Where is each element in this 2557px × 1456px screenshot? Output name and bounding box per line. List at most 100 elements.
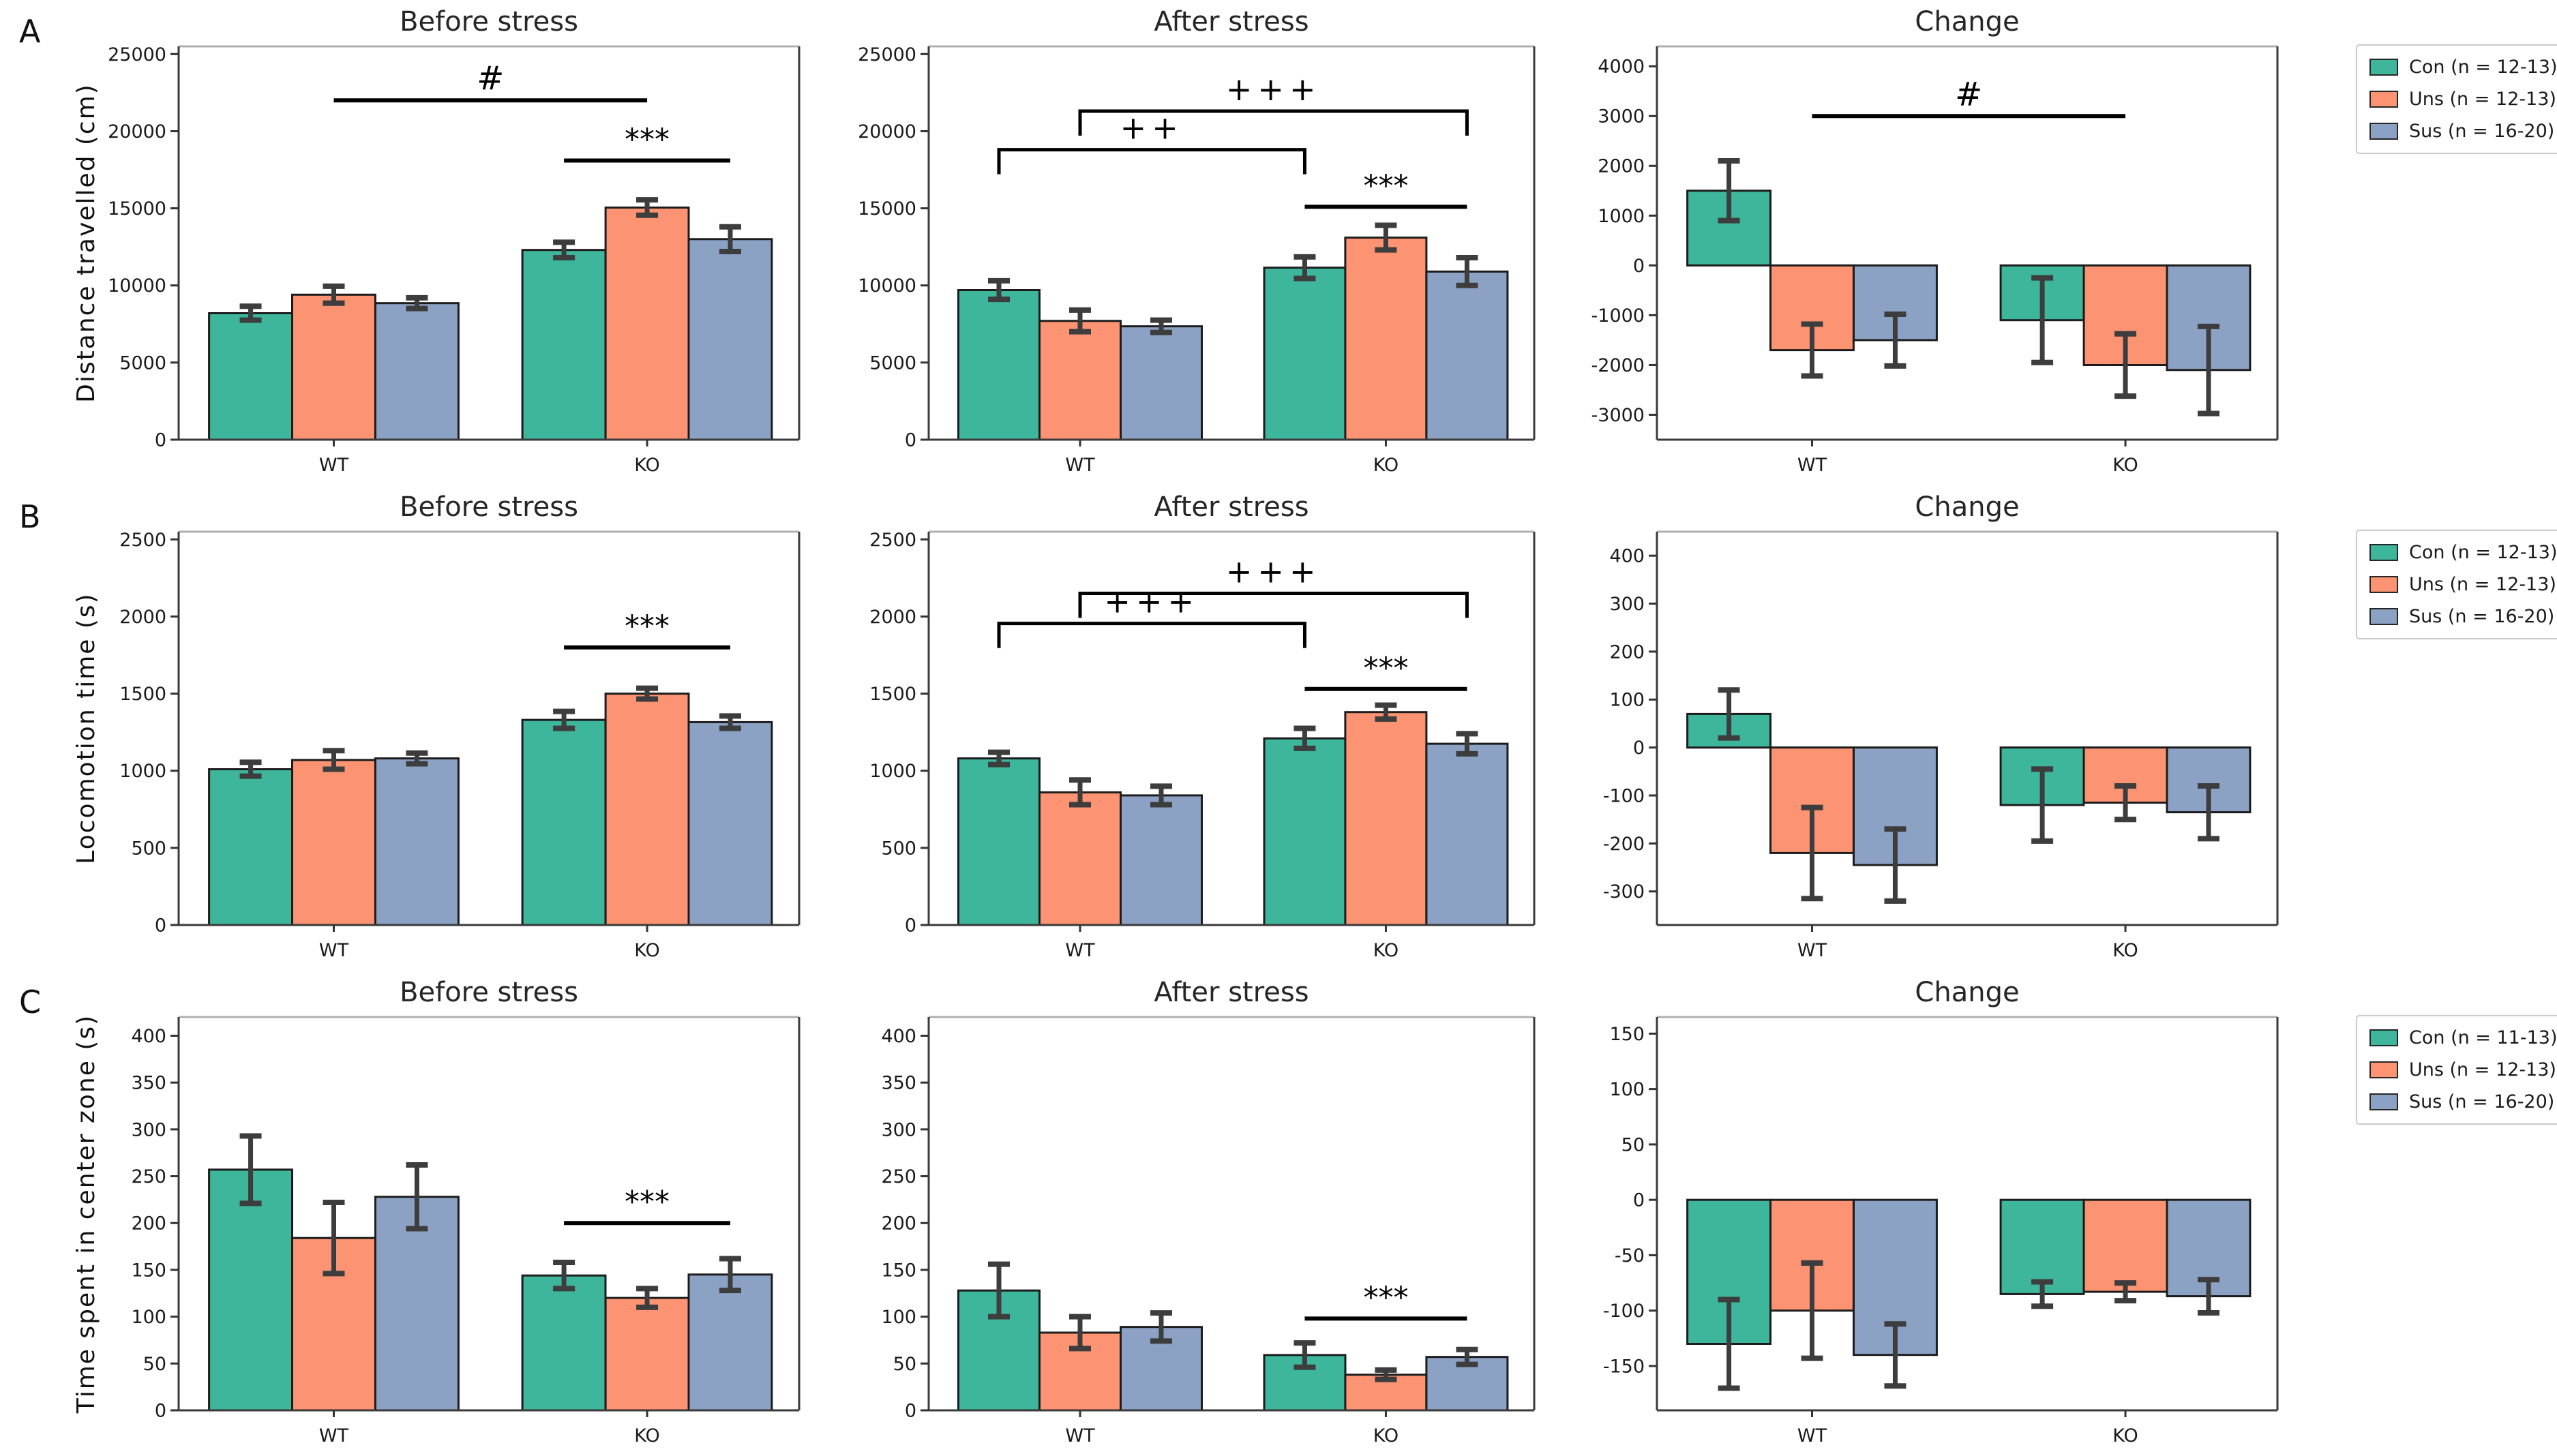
- y-tick-label: 200: [131, 1213, 166, 1234]
- x-tick-label-ko: KO: [634, 1425, 659, 1446]
- y-tick-label: 2000: [119, 607, 166, 628]
- y-tick-label: 300: [1609, 594, 1645, 615]
- y-tick-label: -3000: [1591, 405, 1645, 426]
- error-bar: [1718, 687, 1740, 741]
- significance-annotation: ***: [564, 609, 730, 650]
- significance-label: ***: [1363, 651, 1408, 686]
- legend-item-uns: Uns (n = 12-13): [2369, 89, 2557, 110]
- y-tick-label: 1500: [119, 684, 166, 705]
- error-bar: [719, 1256, 741, 1294]
- legend-swatch-uns: [2369, 91, 2398, 108]
- error-bar: [636, 1286, 659, 1310]
- y-tick-label: 100: [131, 1307, 166, 1328]
- y-axis-label: Time spent in center zone (s): [72, 1014, 100, 1414]
- y-tick-label: 1000: [1598, 206, 1645, 227]
- bar-uns-ko: [604, 207, 690, 441]
- legend-item-con: Con (n = 12-13): [2369, 57, 2557, 78]
- y-tick-label: 1000: [869, 761, 916, 782]
- bar-sus-ko: [2166, 1198, 2252, 1298]
- y-tick-label: 2000: [869, 607, 916, 628]
- legend-label: Uns (n = 12-13): [2409, 1059, 2556, 1080]
- x-tick-label-wt: WT: [1797, 1425, 1827, 1446]
- legend-item-uns: Uns (n = 12-13): [2369, 574, 2557, 595]
- y-tick-label: 200: [1609, 641, 1645, 663]
- y-tick-label: -100: [1603, 1301, 1645, 1322]
- error-bar: [1375, 222, 1397, 253]
- bar-sus-ko: [687, 721, 773, 926]
- bar-con-wt: [957, 289, 1041, 441]
- error-bar: [1150, 1310, 1172, 1344]
- bar-con-ko: [521, 1274, 607, 1412]
- y-tick-label: 250: [131, 1166, 166, 1187]
- error-bar: [2114, 1280, 2137, 1304]
- y-tick-label: -50: [1615, 1245, 1645, 1267]
- y-tick-label: 3000: [1598, 106, 1645, 127]
- error-bar: [1884, 1321, 1906, 1389]
- significance-annotation: ***: [1304, 168, 1467, 209]
- y-tick-label: 300: [881, 1119, 916, 1140]
- bar-sus-wt: [374, 757, 460, 926]
- significance-label: ***: [625, 1185, 670, 1219]
- error-bar: [1375, 1367, 1397, 1382]
- legend-swatch-con: [2369, 59, 2398, 76]
- bar-uns-ko: [604, 1296, 690, 1412]
- y-tick-label: 400: [131, 1026, 166, 1047]
- y-tick-label: 1500: [869, 684, 916, 705]
- error-bar: [2114, 783, 2137, 823]
- y-tick-label: 20000: [108, 121, 166, 142]
- y-tick-label: 5000: [119, 352, 166, 374]
- legend-item-sus: Sus (n = 16-20): [2369, 1091, 2557, 1112]
- y-tick-label: 2500: [869, 530, 916, 551]
- bar-uns-ko: [604, 693, 690, 926]
- x-tick-label-wt: WT: [1065, 455, 1095, 476]
- y-tick-label: 0: [155, 915, 166, 936]
- chart-panel-B-1: +++ +++ *** 0 500 1000 1500 2000 2500 WT KO After s…: [869, 491, 1536, 961]
- chart-panel-C-1: *** 0 50 100 150 200 250 300 350 400 WT KO After str…: [881, 977, 1536, 1446]
- y-tick-label: 2000: [1598, 156, 1645, 177]
- error-bar: [1718, 157, 1740, 224]
- y-tick-label: 300: [131, 1119, 166, 1140]
- legend-swatch-sus: [2369, 608, 2398, 625]
- panel-title: Before stress: [400, 6, 578, 37]
- chart-panel-A-2: # -3000 -2000 -1000 0 1000 2000 3000 4000 WT KO Cha…: [1591, 6, 2279, 476]
- error-bar: [636, 685, 659, 702]
- bar-uns-wt: [1038, 791, 1122, 926]
- y-tick-label: -2000: [1591, 355, 1645, 376]
- error-bar: [239, 1133, 262, 1207]
- error-bar: [239, 759, 262, 779]
- legend-item-con: Con (n = 12-13): [2369, 542, 2557, 563]
- significance-annotation: +++: [997, 583, 1306, 648]
- y-tick-label: 20000: [858, 121, 916, 142]
- error-bar: [636, 197, 659, 218]
- significance-label: +++: [1104, 583, 1199, 620]
- y-tick-label: 15000: [858, 198, 916, 219]
- x-tick-label-ko: KO: [1373, 1425, 1399, 1446]
- error-bar: [1456, 1346, 1478, 1367]
- error-bar: [2031, 766, 2054, 844]
- error-bar: [1069, 777, 1091, 808]
- significance-annotation: ***: [564, 122, 730, 163]
- significance-label: ***: [1363, 1280, 1408, 1315]
- error-bar: [1718, 1296, 1740, 1391]
- error-bar: [1150, 317, 1172, 335]
- y-tick-label: 10000: [108, 275, 166, 297]
- y-axis-label: Locomotion time (s): [72, 592, 100, 864]
- error-bar: [1294, 254, 1316, 282]
- bar-con-wt: [208, 768, 294, 926]
- y-tick-label: 0: [155, 429, 166, 451]
- chart-panel-B-2: -300 -200 -100 0 100 200 300 400 WT KO Change: [1603, 491, 2279, 961]
- bar-uns-ko: [2082, 1198, 2168, 1293]
- y-axis-label: Distance travelled (cm): [72, 83, 100, 403]
- error-bar: [323, 1200, 345, 1277]
- x-tick-label-wt: WT: [1797, 940, 1827, 961]
- significance-annotation: ***: [1304, 651, 1467, 691]
- y-tick-label: 150: [881, 1260, 916, 1281]
- y-tick-label: 200: [881, 1213, 916, 1234]
- bar-uns-wt: [1038, 320, 1122, 441]
- significance-annotation: ***: [564, 1185, 730, 1226]
- error-bar: [988, 277, 1011, 303]
- y-tick-label: 100: [881, 1307, 916, 1328]
- significance-label: ++: [1120, 110, 1184, 147]
